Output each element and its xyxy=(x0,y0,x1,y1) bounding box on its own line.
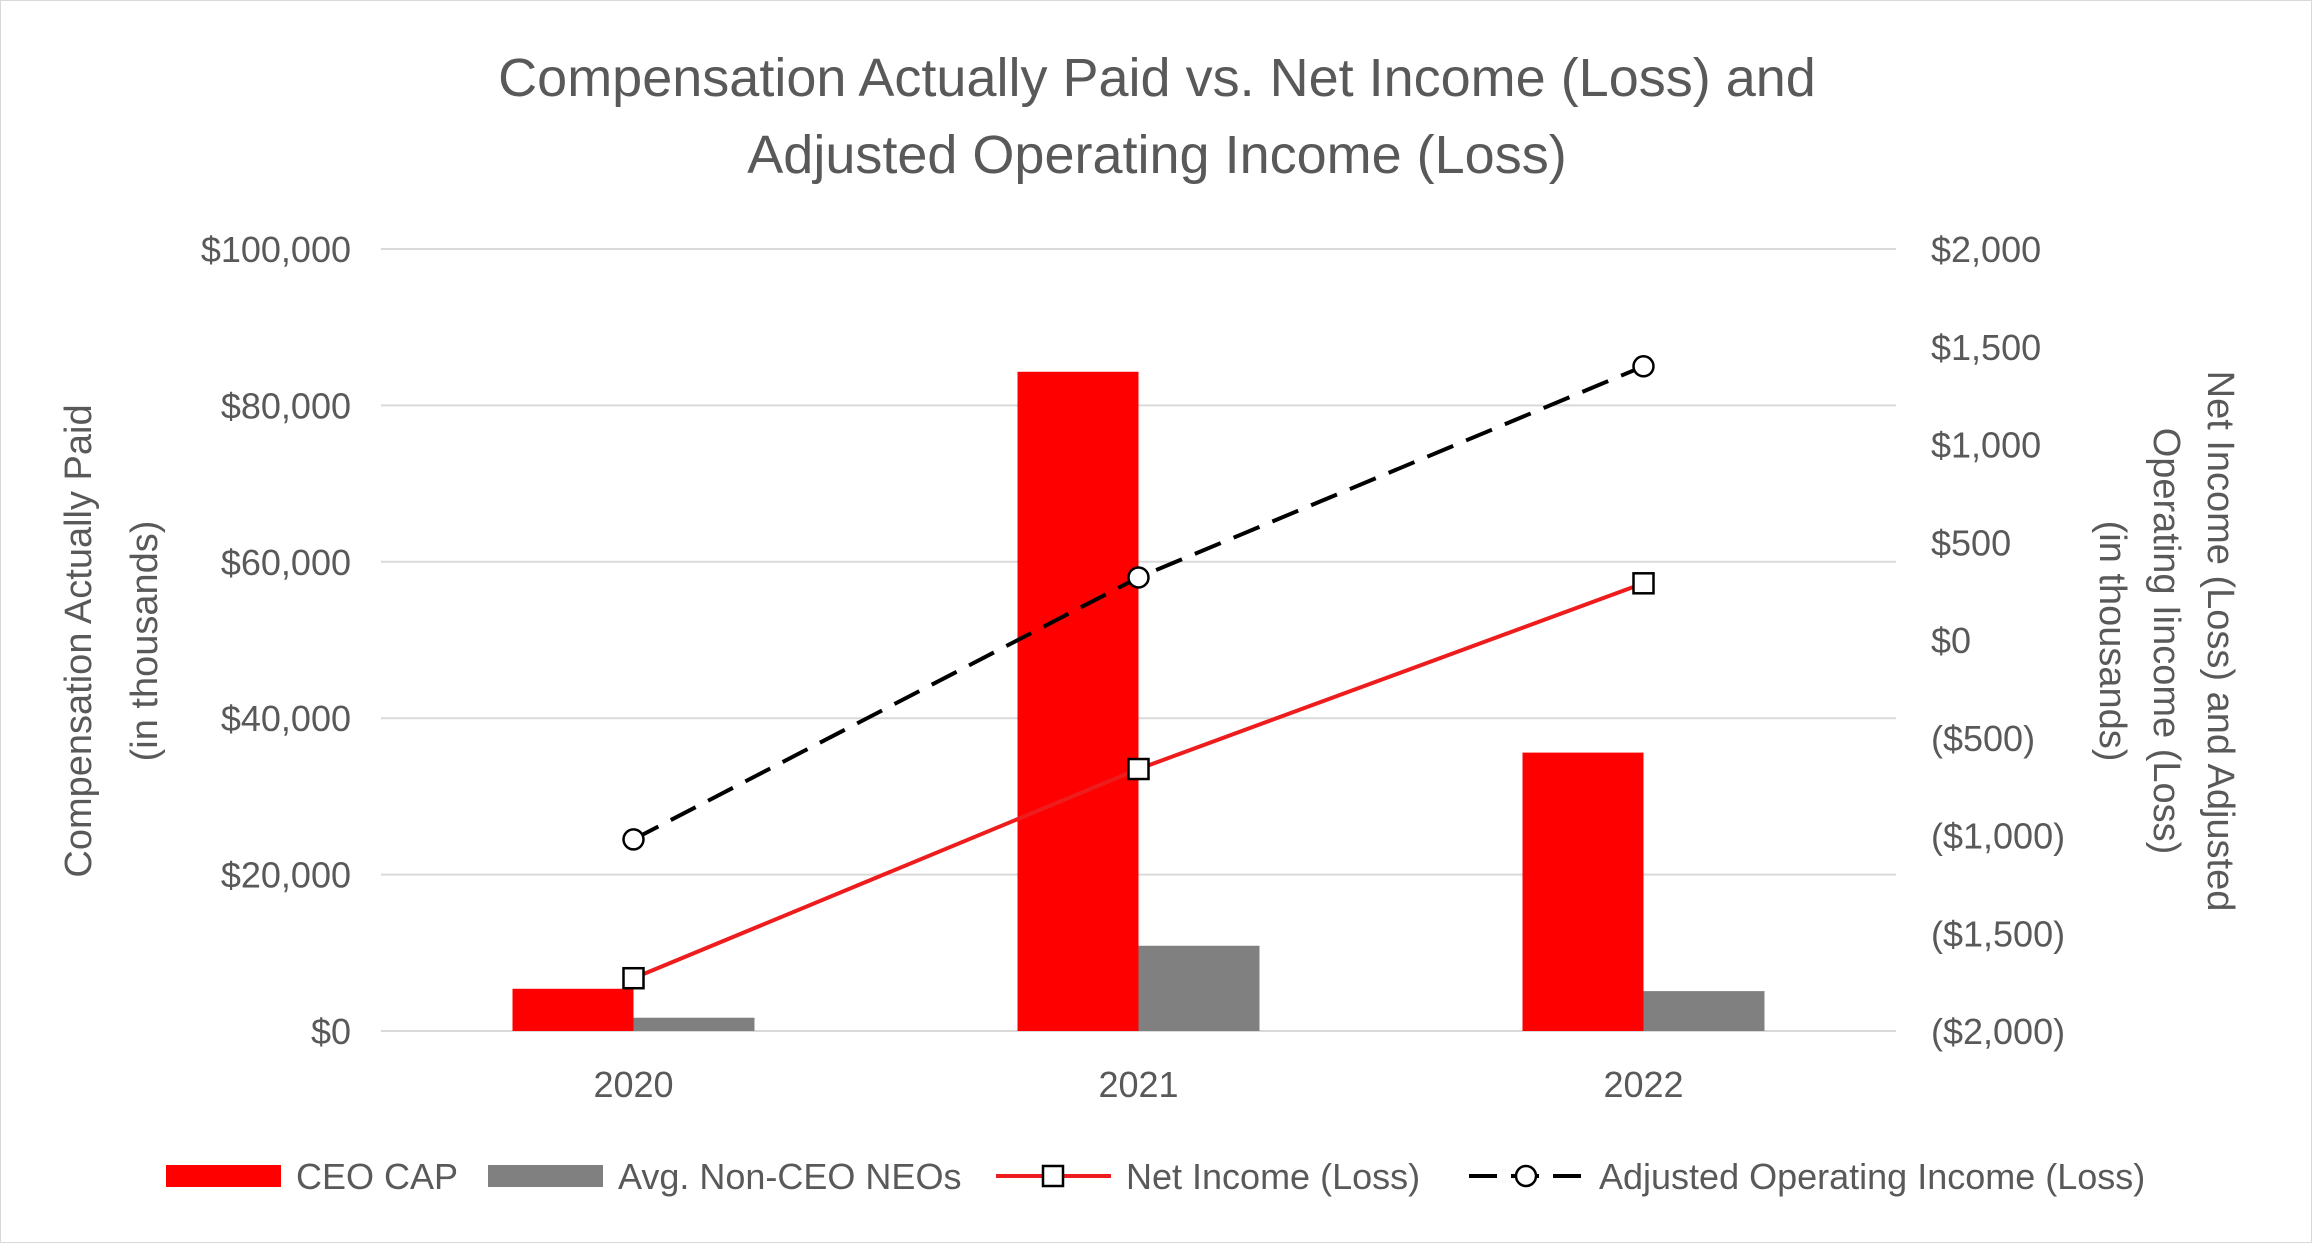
bar-avg-non-ceo-neos xyxy=(633,1017,755,1031)
right-tick-label: ($2,000) xyxy=(1931,1011,2065,1052)
chart-title-line-2: Adjusted Operating Income (Loss) xyxy=(747,125,1566,185)
bar-avg-non-ceo-neos xyxy=(1643,991,1765,1031)
left-tick-label: $0 xyxy=(311,1011,351,1052)
left-tick-label: $100,000 xyxy=(201,229,351,270)
bar-series xyxy=(512,371,1765,1031)
legend-marker-square xyxy=(1041,1164,1065,1188)
right-tick-label: $0 xyxy=(1931,620,1971,661)
marker-square xyxy=(622,966,645,990)
bar-ceo-cap xyxy=(1017,371,1139,1031)
legend-label-net-income-loss: Net Income (Loss) xyxy=(1126,1156,1420,1197)
x-tick-label: 2022 xyxy=(1603,1064,1683,1105)
legend-marker-circle xyxy=(1514,1164,1538,1188)
legend-label-adjusted-operating-income-loss: Adjusted Operating Income (Loss) xyxy=(1599,1156,2145,1197)
right-tick-label: $1,500 xyxy=(1931,327,2041,368)
left-tick-label: $80,000 xyxy=(221,385,351,426)
right-axis-title-line-1: Net Income (Loss) and Adjusted xyxy=(2199,371,2241,912)
legend-swatch-ceo-cap xyxy=(166,1165,281,1187)
right-axis-title-line-2: Operating Iincome (Loss) xyxy=(2145,428,2187,855)
left-axis-title-line-1: Compensation Actually Paid xyxy=(58,404,100,877)
legend: CEO CAP Avg. Non-CEO NEOs Net Income (Loss… xyxy=(166,1156,2145,1197)
line-series xyxy=(622,355,1655,990)
right-tick-label: $2,000 xyxy=(1931,229,2041,270)
left-tick-label: $60,000 xyxy=(221,542,351,583)
x-axis-ticks: 2020 2021 2022 xyxy=(593,1064,1683,1105)
marker-square xyxy=(1127,757,1150,781)
left-axis-title-line-2: (in thousands) xyxy=(124,521,166,762)
legend-label-ceo-cap: CEO CAP xyxy=(296,1156,458,1197)
right-tick-label: ($1,500) xyxy=(1931,913,2065,954)
left-axis-title: Compensation Actually Paid (in thousands… xyxy=(58,404,166,877)
marker-circle xyxy=(1127,566,1150,589)
right-axis-title: Net Income (Loss) and Adjusted Operating… xyxy=(2091,371,2241,912)
right-tick-label: ($500) xyxy=(1931,718,2035,759)
marker-circle xyxy=(1632,355,1655,378)
right-tick-label: $500 xyxy=(1931,522,2011,563)
legend-label-avg-non-ceo-neos: Avg. Non-CEO NEOs xyxy=(618,1156,961,1197)
chart-title-line-1: Compensation Actually Paid vs. Net Incom… xyxy=(498,48,1816,108)
right-axis-title-line-3: (in thousands) xyxy=(2091,521,2133,762)
left-tick-label: $40,000 xyxy=(221,698,351,739)
legend-swatch-avg-non-ceo-neos xyxy=(488,1165,603,1187)
marker-square xyxy=(1632,572,1655,595)
right-tick-label: $1,000 xyxy=(1931,425,2041,466)
x-tick-label: 2020 xyxy=(593,1064,673,1105)
right-tick-label: ($1,000) xyxy=(1931,816,2065,857)
left-axis-ticks: $0 $20,000 $40,000 $60,000 $80,000 $100,000 xyxy=(201,229,351,1052)
left-tick-label: $20,000 xyxy=(221,855,351,896)
marker-circle xyxy=(622,828,645,851)
bar-ceo-cap xyxy=(512,988,634,1031)
right-axis-ticks: ($2,000) ($1,500) ($1,000) ($500) $0 $500 $1,0… xyxy=(1931,229,2065,1052)
bar-avg-non-ceo-neos xyxy=(1138,945,1260,1031)
x-tick-label: 2021 xyxy=(1098,1064,1178,1105)
bar-ceo-cap xyxy=(1522,752,1644,1031)
